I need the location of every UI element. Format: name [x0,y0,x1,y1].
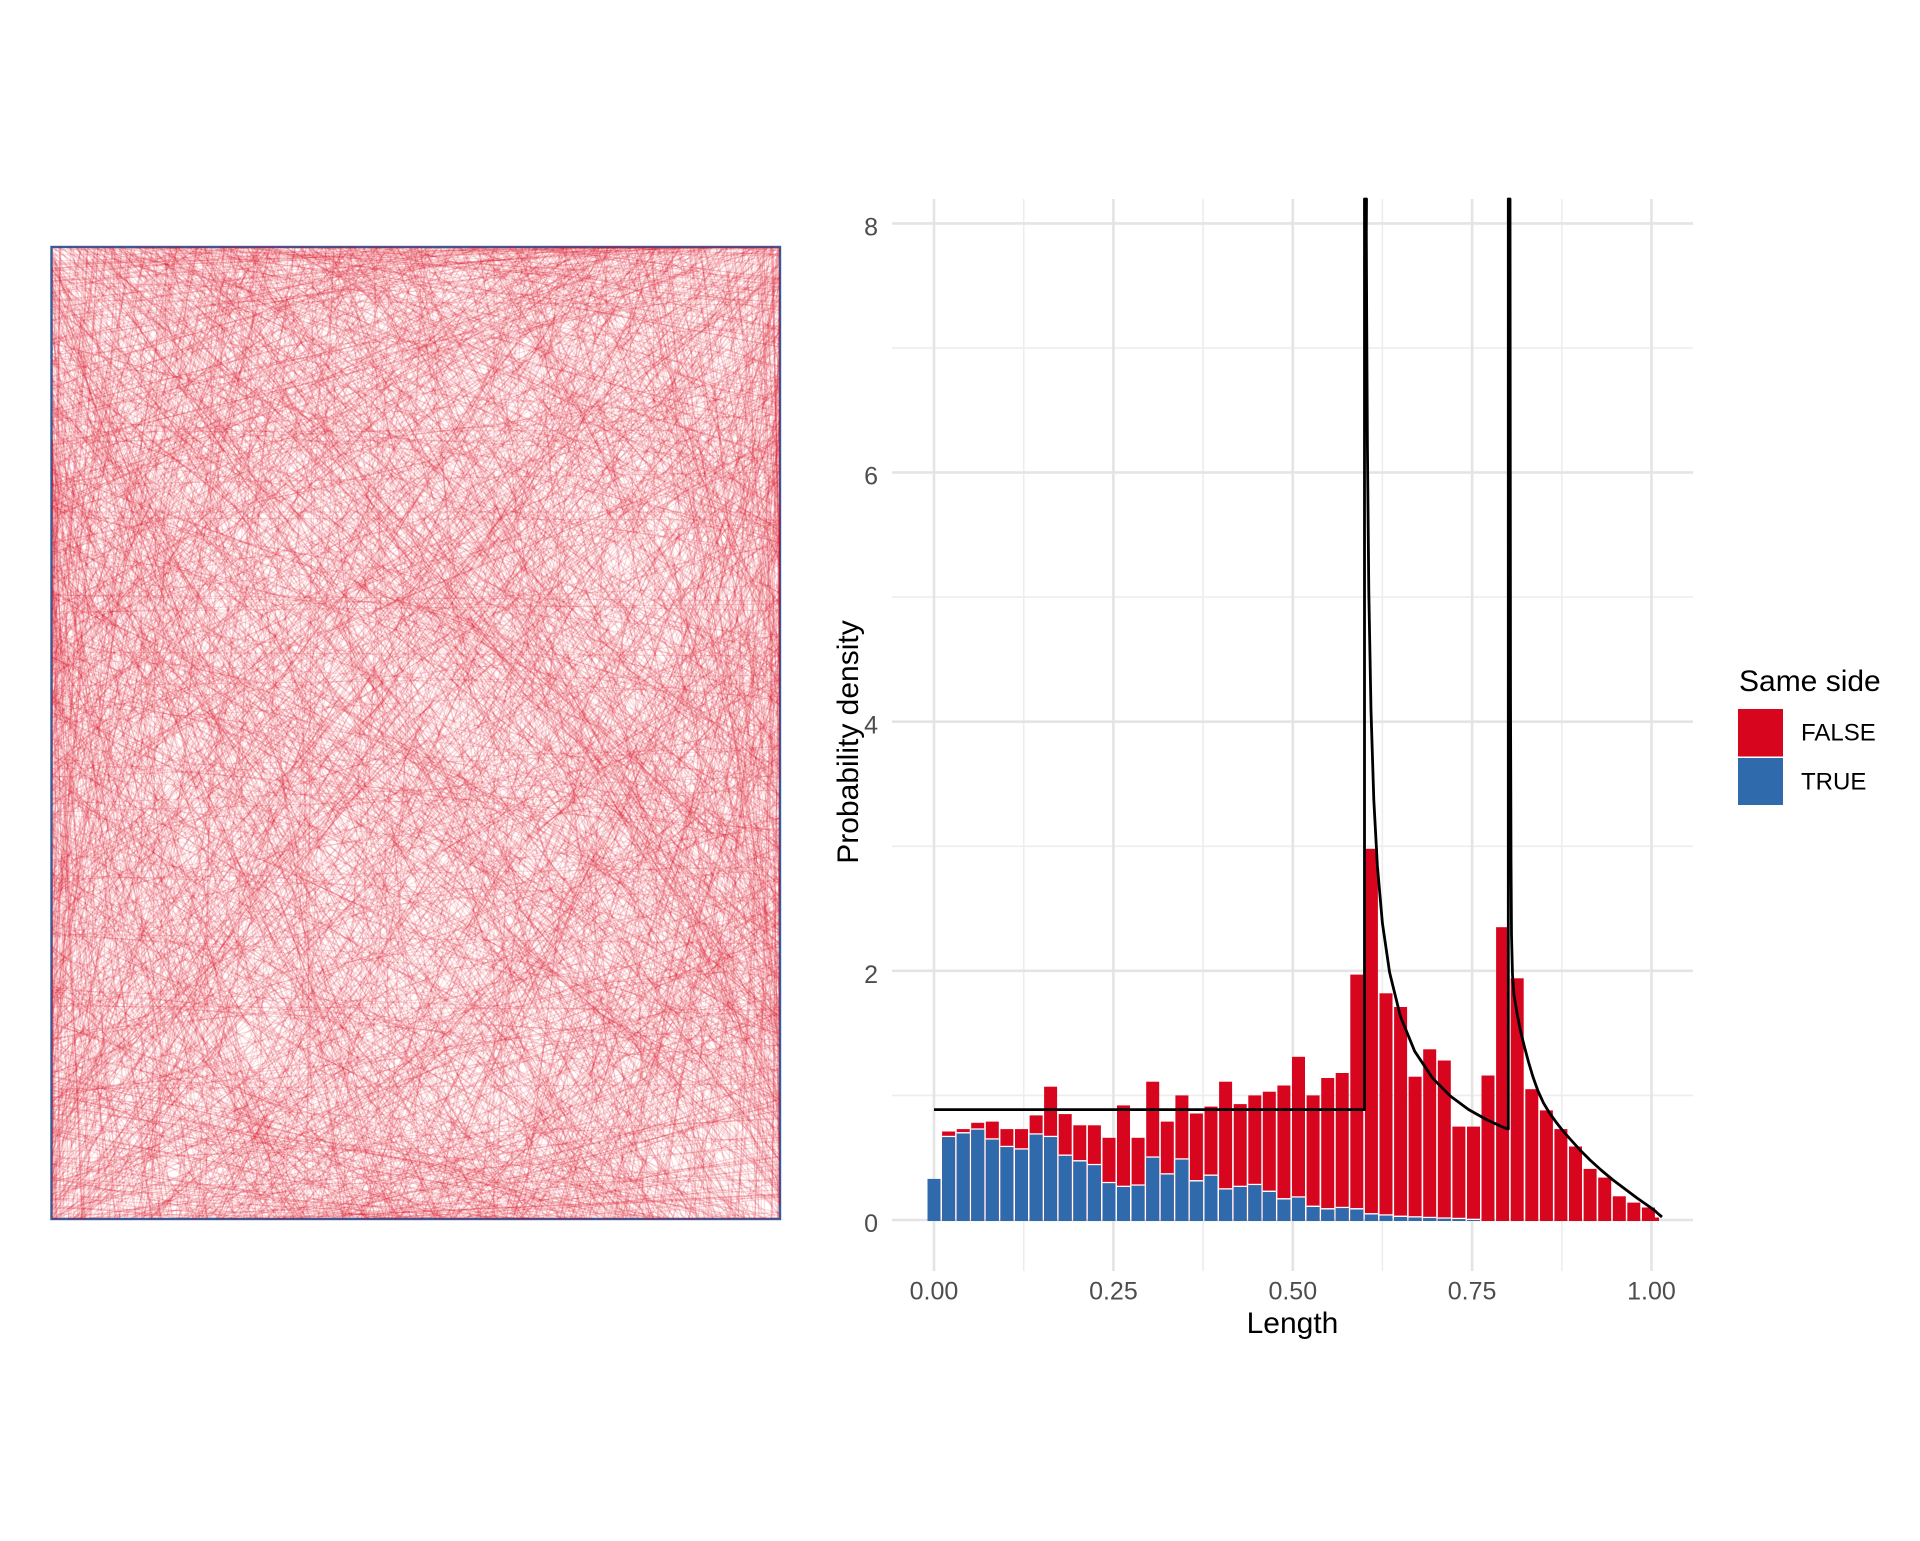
svg-text:TRUE: TRUE [1801,769,1866,796]
svg-text:0: 0 [864,1210,878,1238]
svg-text:4: 4 [864,712,878,740]
svg-text:1.00: 1.00 [1627,1278,1676,1306]
svg-text:FALSE: FALSE [1801,720,1876,747]
svg-text:6: 6 [864,463,878,491]
svg-text:0.50: 0.50 [1268,1278,1317,1306]
svg-text:0.00: 0.00 [910,1278,959,1306]
svg-text:2: 2 [864,961,878,989]
svg-text:8: 8 [864,213,878,241]
svg-text:Length: Length [1247,1307,1339,1340]
svg-text:Probability density: Probability density [832,620,865,863]
svg-text:0.25: 0.25 [1089,1278,1138,1306]
svg-text:Same side: Same side [1739,665,1881,698]
svg-text:0.75: 0.75 [1448,1278,1497,1306]
